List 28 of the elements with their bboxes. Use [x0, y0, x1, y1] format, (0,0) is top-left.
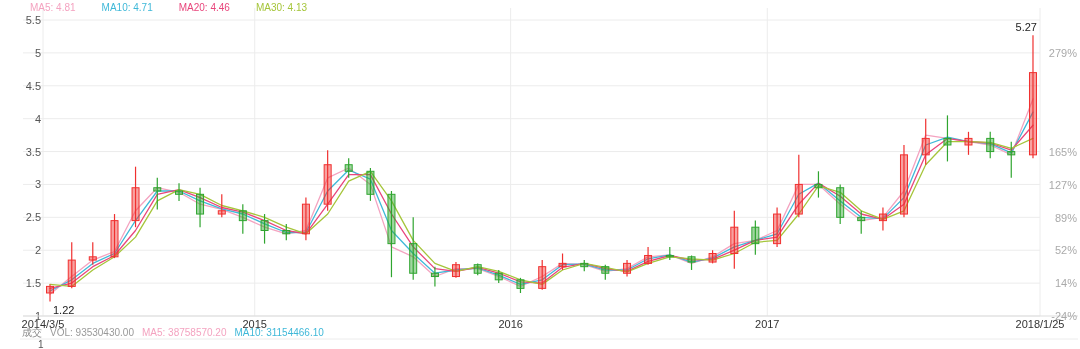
- text: MA20: 4.46: [178, 2, 231, 13]
- y2-tick-label: 52%: [1054, 244, 1078, 257]
- y2-tick-label: 14%: [1054, 277, 1078, 290]
- text: MA5: 38758570.20: [141, 327, 227, 338]
- x-tick-label: 2017: [755, 318, 780, 330]
- text: VOL: 93530430.00: [50, 327, 135, 338]
- y2-tick-label: 127%: [1048, 178, 1078, 191]
- y-tick-label: 5: [34, 46, 41, 59]
- y-tick-label: 3.5: [25, 145, 41, 158]
- y-tick-label: 2: [34, 244, 41, 257]
- text: MA10: 31154466.10: [234, 327, 325, 338]
- y-tick-label: 3: [34, 178, 41, 191]
- y-tick-label: 4: [34, 112, 41, 125]
- y-tick-label: 1.5: [25, 277, 41, 290]
- y2-tick-label: 165%: [1048, 145, 1078, 158]
- y-tick-label: 2.5: [25, 211, 41, 224]
- y-tick-label: 5.5: [25, 14, 41, 26]
- annotation: 5.27: [1015, 21, 1037, 34]
- annotation: 1.22: [53, 303, 75, 316]
- y2-tick-label: 89%: [1054, 211, 1078, 224]
- text: MA5: 4.81: [30, 2, 77, 13]
- x-tick-label: 2015: [242, 318, 267, 330]
- text: 成交: [22, 327, 42, 338]
- x-tick-label: 2016: [498, 318, 523, 330]
- y-tick-label: 4.5: [25, 79, 41, 92]
- text: MA10: 4.71: [101, 2, 154, 13]
- y2-tick-label: 279%: [1048, 46, 1078, 59]
- text: MA30: 4.13: [255, 2, 308, 13]
